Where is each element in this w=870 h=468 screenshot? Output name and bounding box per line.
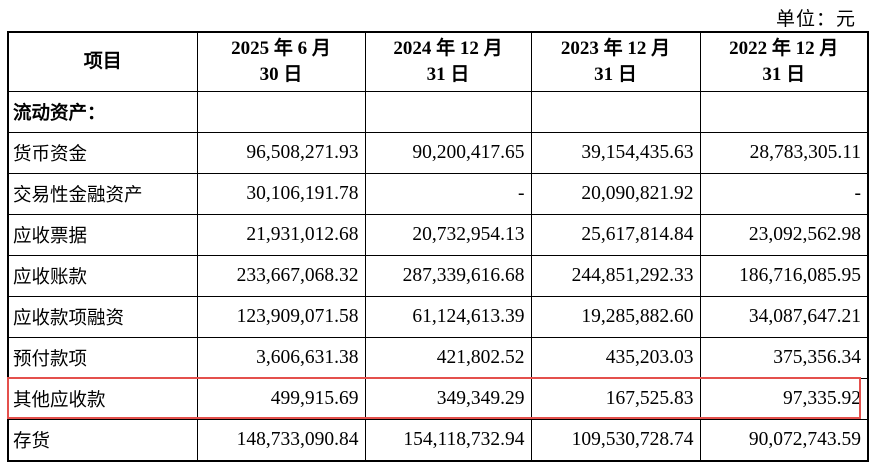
table-row: 应收账款 233,667,068.32 287,339,616.68 244,8… bbox=[7, 255, 869, 297]
row-label: 应收票据 bbox=[7, 214, 198, 256]
cell-value: 21,931,012.68 bbox=[196, 214, 366, 256]
cell-value: 109,530,728.74 bbox=[530, 419, 701, 462]
cell-value bbox=[364, 91, 532, 133]
cell-value: 244,851,292.33 bbox=[530, 255, 701, 297]
cell-value: 97,335.92 bbox=[699, 378, 869, 420]
cell-value: 90,200,417.65 bbox=[364, 132, 532, 174]
balance-sheet-table: 项目 2025 年 6 月 30 日 2024 年 12 月 31 日 2023 年… bbox=[7, 31, 869, 462]
cell-value: 20,090,821.92 bbox=[530, 173, 701, 215]
cell-value: 90,072,743.59 bbox=[699, 419, 869, 462]
table-row: 预付款项 3,606,631.38 421,802.52 435,203.03 … bbox=[7, 337, 869, 379]
cell-value: 30,106,191.78 bbox=[196, 173, 366, 215]
row-label: 其他应收款 bbox=[7, 378, 198, 420]
row-label: 货币资金 bbox=[7, 132, 198, 174]
cell-value: 123,909,071.58 bbox=[196, 296, 366, 338]
cell-value: 186,716,085.95 bbox=[699, 255, 869, 297]
row-label: 流动资产： bbox=[7, 91, 198, 133]
table-header-row: 项目 2025 年 6 月 30 日 2024 年 12 月 31 日 2023 年… bbox=[7, 31, 869, 92]
row-label: 存货 bbox=[7, 419, 198, 462]
cell-value: 154,118,732.94 bbox=[364, 419, 532, 462]
cell-value: 435,203.03 bbox=[530, 337, 701, 379]
cell-value: 421,802.52 bbox=[364, 337, 532, 379]
row-label: 预付款项 bbox=[7, 337, 198, 379]
header-2024-12-31: 2024 年 12 月 31 日 bbox=[364, 31, 532, 92]
table-row: 应收款项融资 123,909,071.58 61,124,613.39 19,2… bbox=[7, 296, 869, 338]
cell-value: - bbox=[699, 173, 869, 215]
table-row: 货币资金 96,508,271.93 90,200,417.65 39,154,… bbox=[7, 132, 869, 174]
cell-value: 20,732,954.13 bbox=[364, 214, 532, 256]
cell-value: 349,349.29 bbox=[364, 378, 532, 420]
header-2022-12-31: 2022 年 12 月 31 日 bbox=[699, 31, 869, 92]
cell-value: 3,606,631.38 bbox=[196, 337, 366, 379]
cell-value: 148,733,090.84 bbox=[196, 419, 366, 462]
row-label: 应收款项融资 bbox=[7, 296, 198, 338]
header-2023-12-31: 2023 年 12 月 31 日 bbox=[530, 31, 701, 92]
header-item: 项目 bbox=[7, 31, 198, 92]
row-label: 应收账款 bbox=[7, 255, 198, 297]
cell-value: 19,285,882.60 bbox=[530, 296, 701, 338]
cell-value bbox=[530, 91, 701, 133]
unit-label: 单位：元 bbox=[775, 8, 856, 30]
cell-value: 499,915.69 bbox=[196, 378, 366, 420]
cell-value: 233,667,068.32 bbox=[196, 255, 366, 297]
cell-value: 96,508,271.93 bbox=[196, 132, 366, 174]
cell-value bbox=[196, 91, 366, 133]
table-row-highlighted: 其他应收款 499,915.69 349,349.29 167,525.83 9… bbox=[7, 378, 869, 420]
table-row: 交易性金融资产 30,106,191.78 - 20,090,821.92 - bbox=[7, 173, 869, 215]
header-2025-06-30: 2025 年 6 月 30 日 bbox=[196, 31, 366, 92]
row-label: 交易性金融资产 bbox=[7, 173, 198, 215]
cell-value: 39,154,435.63 bbox=[530, 132, 701, 174]
cell-value: - bbox=[364, 173, 532, 215]
cell-value: 375,356.34 bbox=[699, 337, 869, 379]
table-row-section-current-assets: 流动资产： bbox=[7, 91, 869, 133]
cell-value: 28,783,305.11 bbox=[699, 132, 869, 174]
cell-value: 167,525.83 bbox=[530, 378, 701, 420]
cell-value: 25,617,814.84 bbox=[530, 214, 701, 256]
cell-value: 61,124,613.39 bbox=[364, 296, 532, 338]
table-row: 应收票据 21,931,012.68 20,732,954.13 25,617,… bbox=[7, 214, 869, 256]
cell-value: 23,092,562.98 bbox=[699, 214, 869, 256]
table-row: 存货 148,733,090.84 154,118,732.94 109,530… bbox=[7, 419, 869, 462]
cell-value: 34,087,647.21 bbox=[699, 296, 869, 338]
cell-value: 287,339,616.68 bbox=[364, 255, 532, 297]
cell-value bbox=[699, 91, 869, 133]
